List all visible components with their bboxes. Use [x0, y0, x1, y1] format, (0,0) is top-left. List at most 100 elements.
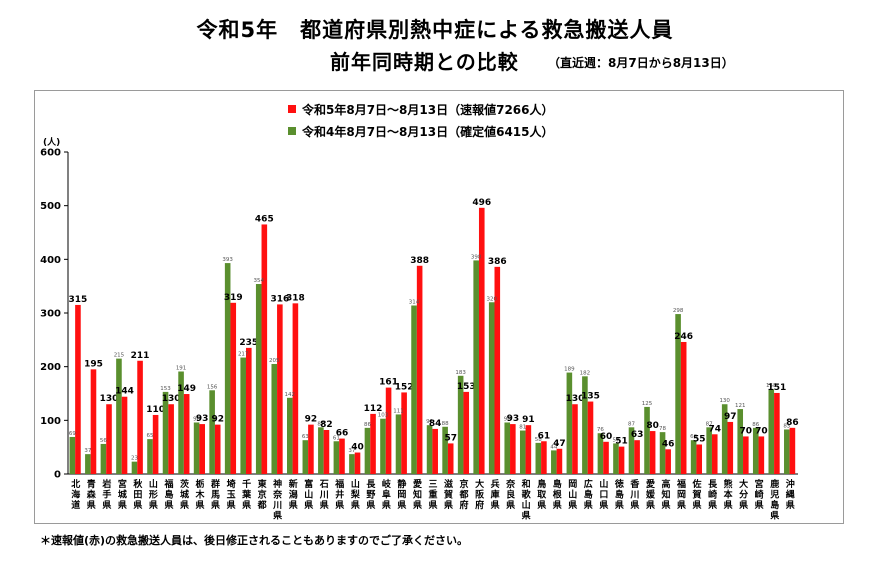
category-label: 大 [739, 478, 748, 490]
y-tick-label: 400 [40, 255, 61, 266]
bar-r5 [277, 304, 283, 474]
category-label: 和 [521, 478, 531, 490]
data-label-r5: 149 [177, 384, 196, 394]
bar-r4 [426, 425, 433, 474]
category-label: 県 [351, 500, 360, 511]
category-label: 島 [770, 499, 779, 511]
data-label-r5: 110 [146, 405, 165, 415]
data-label-r4: 156 [207, 384, 218, 390]
category-label: 川 [319, 490, 329, 501]
data-label-r4: 76 [597, 427, 604, 433]
bar-r5 [541, 441, 547, 474]
data-label-r5: 92 [211, 415, 224, 425]
bar-r5 [183, 394, 190, 474]
bar-r4 [318, 427, 324, 474]
category-label: 県 [739, 500, 748, 511]
category-label: 宮 [755, 478, 764, 490]
data-label-r4: 63 [302, 434, 309, 440]
bar-r4 [100, 443, 107, 474]
bar-r5 [618, 446, 625, 474]
data-label-r5: 211 [131, 351, 150, 361]
bar-r5 [711, 434, 718, 474]
bar-r5 [354, 452, 361, 474]
data-label-r5: 318 [286, 293, 305, 303]
data-label-r5: 152 [395, 382, 414, 392]
category-label: 島 [584, 489, 593, 501]
data-label-r4: 91 [426, 419, 433, 425]
category-label: 県 [677, 500, 686, 511]
data-label-r4: 86 [752, 422, 759, 428]
bar-r4 [690, 440, 697, 474]
category-label: 城 [180, 489, 189, 501]
category-label: 県 [320, 500, 329, 511]
data-label-r5: 63 [631, 430, 644, 440]
bar-r5 [665, 449, 671, 474]
bar-r5 [152, 414, 159, 474]
data-label-r5: 496 [472, 198, 491, 208]
data-label-r5: 316 [270, 294, 289, 304]
category-label: 庫 [491, 489, 500, 501]
data-label-r5: 465 [255, 214, 274, 224]
bar-r4 [644, 406, 650, 474]
data-label-r4: 183 [455, 370, 466, 376]
data-label-r4: 103 [378, 413, 389, 419]
bar-r5 [494, 266, 501, 474]
category-label: 秋 [132, 478, 143, 490]
category-label: 奈 [272, 489, 283, 501]
category-label: 県 [537, 500, 546, 511]
category-label: 井 [335, 489, 344, 501]
data-label-r4: 121 [735, 403, 746, 409]
category-label: 岩 [101, 478, 111, 490]
category-label: 県 [522, 511, 531, 522]
data-label-r4: 125 [642, 401, 653, 407]
category-label: 山 [149, 478, 158, 490]
category-label: 分 [739, 489, 748, 501]
legend-item-r4: 令和4年8月7日～8月13日（確定値6415人） [288, 120, 554, 142]
category-label: 県 [227, 500, 236, 511]
category-label: 葉 [241, 489, 252, 501]
bar-r5 [75, 304, 81, 474]
data-label-r4: 320 [486, 296, 497, 302]
data-label-r4: 56 [100, 438, 107, 444]
category-label: 山 [568, 489, 577, 501]
category-label: 沖 [786, 478, 795, 490]
bar-r4 [395, 414, 402, 474]
category-label: 福 [163, 478, 173, 490]
legend-label-r4: 令和4年8月7日～8月13日（確定値6415人） [302, 124, 554, 139]
bar-r5 [774, 392, 780, 474]
data-label-r4: 142 [285, 392, 296, 398]
data-label-r4: 81 [519, 425, 526, 431]
category-label: 県 [661, 500, 670, 511]
bar-r4 [737, 409, 744, 474]
category-label: 知 [412, 489, 422, 501]
bar-r5 [121, 396, 128, 474]
data-label-r5: 40 [351, 443, 364, 453]
bar-r4 [675, 314, 681, 474]
bar-r4 [116, 358, 122, 474]
y-tick-label: 300 [40, 309, 61, 320]
category-label: 海 [71, 489, 80, 501]
data-label-r4: 61 [333, 435, 340, 441]
category-label: 縄 [786, 489, 795, 501]
data-label-r4: 314 [409, 299, 420, 305]
category-label: 福 [676, 478, 686, 490]
category-label: 賀 [692, 489, 702, 501]
category-label: 県 [755, 500, 764, 511]
category-label: 県 [553, 500, 562, 511]
category-label: 県 [630, 500, 639, 511]
bar-r5 [587, 401, 594, 474]
data-label-r5: 388 [410, 256, 429, 266]
category-label: 埼 [227, 478, 236, 490]
bar-r4 [209, 390, 215, 474]
bar-r4 [457, 375, 464, 474]
bar-r4 [333, 441, 340, 474]
category-label: 県 [382, 500, 391, 511]
category-label: 県 [149, 500, 158, 511]
category-label: 県 [724, 500, 733, 511]
category-label: 栃 [196, 478, 205, 490]
category-label: 奈 [505, 478, 516, 490]
category-label: 岡 [568, 479, 577, 490]
category-label: 東 [258, 478, 267, 490]
category-label: 大 [475, 478, 484, 490]
data-label-r5: 195 [84, 359, 103, 369]
